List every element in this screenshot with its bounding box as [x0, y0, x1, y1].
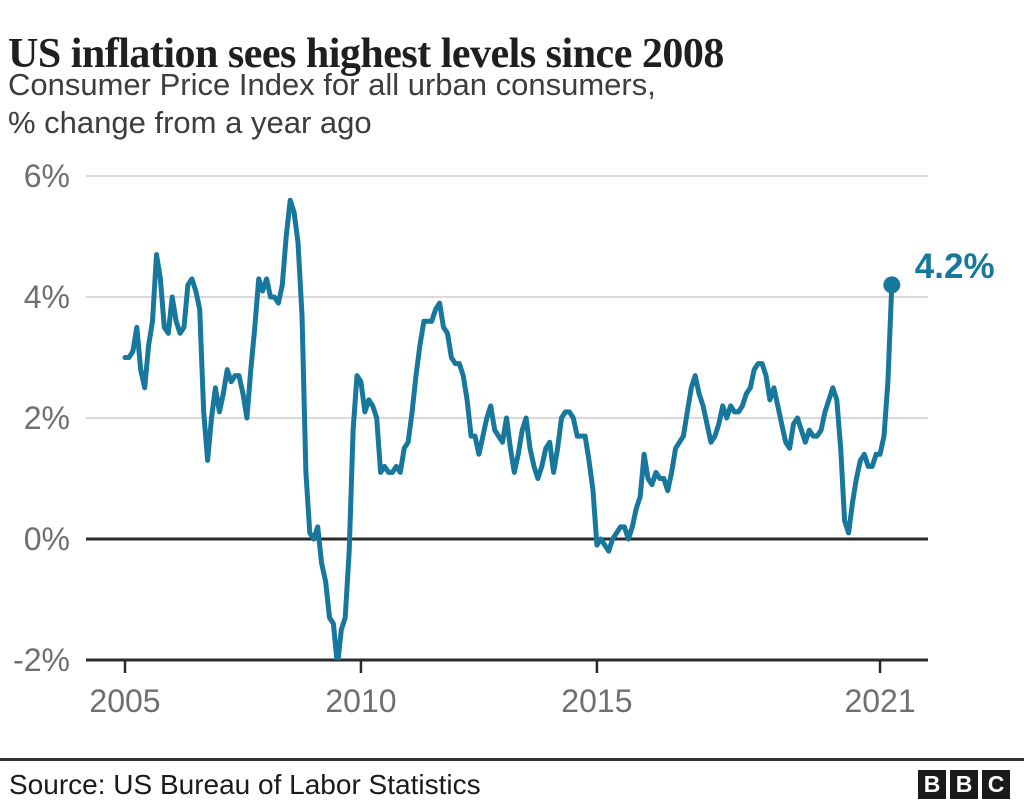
y-tick-label: 2% — [24, 400, 70, 436]
x-tick-label: 2015 — [561, 683, 632, 719]
x-tick-label: 2021 — [844, 683, 915, 719]
chart-subtitle-line-2: % change from a year ago — [8, 105, 372, 140]
x-tick-label: 2005 — [89, 683, 160, 719]
chart-subtitle-line-1: Consumer Price Index for all urban consu… — [8, 67, 656, 102]
footer: Source: US Bureau of Labor Statistics B … — [0, 758, 1024, 800]
bbc-logo: B B C — [918, 770, 1010, 799]
source-text: Source: US Bureau of Labor Statistics — [9, 769, 481, 800]
chart-subtitle: Consumer Price Index for all urban consu… — [8, 66, 656, 142]
y-tick-label: 4% — [24, 279, 70, 315]
chart-title: US inflation sees highest levels since 2… — [8, 31, 724, 78]
y-tick-label: -2% — [13, 642, 70, 678]
bbc-logo-block-c: C — [982, 770, 1010, 799]
cpi-line-chart: 6% 4% 2% 0% -2% 2005 2010 2015 2021 4.2% — [13, 158, 995, 719]
latest-point-marker — [883, 276, 901, 294]
bbc-logo-block-b1: B — [918, 770, 946, 799]
bbc-logo-block-b2: B — [950, 770, 978, 799]
y-tick-label: 6% — [24, 158, 70, 194]
cpi-line — [122, 197, 895, 660]
latest-value-label: 4.2% — [915, 247, 995, 286]
y-tick-label: 0% — [24, 521, 70, 557]
chart-area: 6% 4% 2% 0% -2% 2005 2010 2015 2021 4.2% — [0, 150, 1024, 730]
x-tick-label: 2010 — [325, 683, 396, 719]
